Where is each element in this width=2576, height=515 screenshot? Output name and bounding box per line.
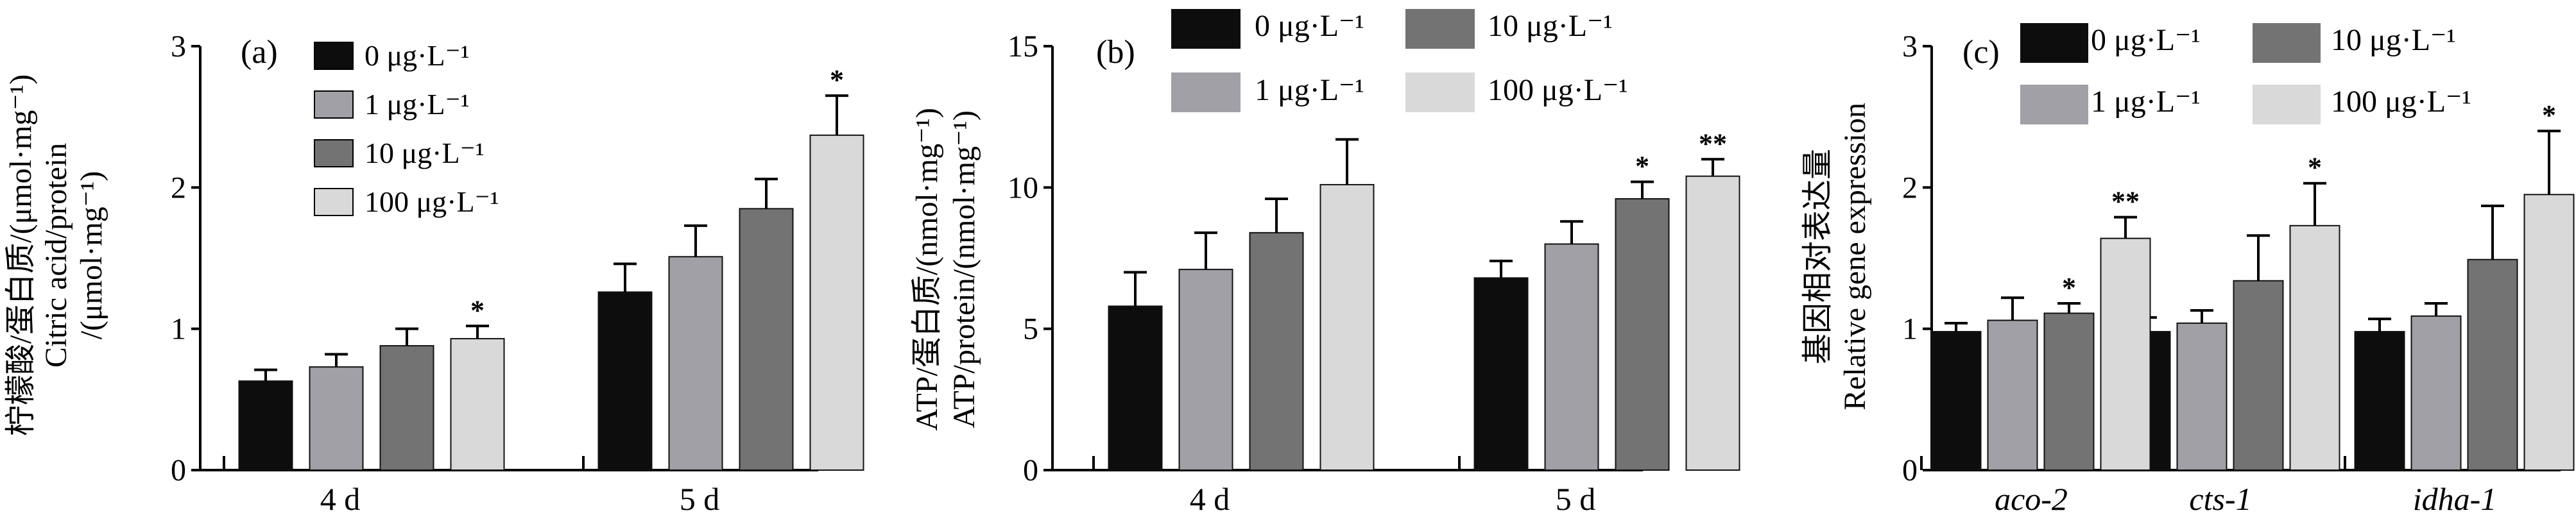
bar <box>1930 331 1982 471</box>
panel-b: 0 5 10 15 4 d 5 d (b) ATP/蛋白质/(nmol·mg⁻¹) ATP… <box>910 9 1740 515</box>
x-tick-label: aco-2 <box>1995 481 2068 515</box>
bar <box>238 380 293 471</box>
bar <box>2410 315 2462 471</box>
y-axis-label-line-1: 基因相对表达量 <box>1801 149 1835 364</box>
legend-swatch-2 <box>314 139 354 167</box>
legend-label-1: 1 μg·L⁻¹ <box>365 88 470 121</box>
legend-swatch-3 <box>314 188 354 216</box>
y-tick-label: 5 <box>1023 312 1038 346</box>
significance-label: * <box>470 294 485 326</box>
panel-label: (c) <box>1962 34 2000 71</box>
bar <box>2289 224 2340 471</box>
x-tick-label: 4 d <box>1190 481 1230 515</box>
x-tick-label: 5 d <box>680 481 720 515</box>
y-tick-label: 1 <box>171 312 186 346</box>
bar <box>1249 232 1304 471</box>
legend-label-2: 10 μg·L⁻¹ <box>2331 23 2456 57</box>
bar <box>1685 175 1740 471</box>
bar <box>1615 198 1670 471</box>
legend-label-0: 0 μg·L⁻¹ <box>365 39 470 72</box>
legend-label-3: 100 μg·L⁻¹ <box>1488 73 1628 107</box>
legend-label-1: 1 μg·L⁻¹ <box>2091 85 2201 119</box>
axes: 0 1 2 3 aco-2 cts-1 idha-1 <box>1902 30 2561 515</box>
panel-label: (b) <box>1096 34 1135 71</box>
bar <box>1987 319 2038 471</box>
y-tick-label: 15 <box>1008 30 1038 63</box>
legend: 0 μg·L⁻¹ 1 μg·L⁻¹ 10 μg·L⁻¹ 100 μg·L⁻¹ <box>2020 23 2471 124</box>
y-tick-label: 2 <box>1902 171 1918 205</box>
significance-label: * <box>2308 152 2322 183</box>
y-tick-label: 3 <box>1902 30 1918 63</box>
legend: 0 μg·L⁻¹ 1 μg·L⁻¹ 10 μg·L⁻¹ 100 μg·L⁻¹ <box>314 39 499 218</box>
panel-a: 0 1 2 3 4 d 5 d (a) 柠檬酸/蛋白质/(μmol·mg⁻¹) Citri… <box>4 30 864 515</box>
y-tick-label: 10 <box>1008 171 1038 205</box>
y-tick-label: 2 <box>171 171 186 205</box>
legend: 0 μg·L⁻¹ 1 μg·L⁻¹ 10 μg·L⁻¹ 100 μg·L⁻¹ <box>1171 9 1628 112</box>
y-tick-label: 3 <box>171 30 186 63</box>
significance-label: ** <box>1699 128 1727 159</box>
legend-swatch-2 <box>2253 23 2321 63</box>
bar <box>2354 331 2405 471</box>
legend-label-1: 1 μg·L⁻¹ <box>1255 73 1364 107</box>
legend-swatch-0 <box>1171 9 1241 49</box>
significance-label: * <box>1635 151 1649 182</box>
bar <box>1108 305 1163 471</box>
legend-label-0: 0 μg·L⁻¹ <box>2091 23 2201 57</box>
significance-label: * <box>2542 99 2556 131</box>
bar <box>1544 243 1599 471</box>
axes: 0 1 2 3 4 d 5 d <box>171 30 818 515</box>
y-tick-label: 1 <box>1902 312 1918 346</box>
legend-swatch-2 <box>1405 9 1475 49</box>
legend-swatch-1 <box>314 90 354 119</box>
y-axis-label-line-2: Relative gene expression <box>1838 103 1872 410</box>
bar <box>1473 277 1529 471</box>
legend-swatch-3 <box>1405 72 1475 112</box>
x-tick-label: idha-1 <box>2413 481 2497 515</box>
legend-swatch-0 <box>314 42 354 70</box>
bar <box>668 256 723 471</box>
bar <box>2233 280 2284 471</box>
bar <box>1319 183 1375 471</box>
x-tick-label: 4 d <box>320 481 361 515</box>
panel-c: 0 1 2 3 aco-2 cts-1 idha-1 (c) 基因相对表达量 Relativ… <box>1801 23 2575 515</box>
y-axis-label-line-1: 柠檬酸/蛋白质/(μmol·mg⁻¹) <box>4 74 38 436</box>
legend-label-3: 100 μg·L⁻¹ <box>2331 85 2471 119</box>
legend-label-0: 0 μg·L⁻¹ <box>1255 9 1364 43</box>
y-axis-label-line-2: ATP/protein/(nmol·mg⁻¹) <box>947 110 981 428</box>
bar <box>2467 258 2518 471</box>
legend-swatch-1 <box>2020 85 2088 124</box>
panel-label: (a) <box>241 34 278 71</box>
y-axis-label-line-3: /(μmol·mg⁻¹) <box>74 171 108 340</box>
significance-label: * <box>830 64 844 96</box>
y-axis-label-line-1: ATP/蛋白质/(nmol·mg⁻¹) <box>910 108 944 431</box>
bar <box>1178 269 1233 471</box>
significance-label: ** <box>2111 186 2140 217</box>
bar <box>309 366 364 471</box>
x-tick-label: cts-1 <box>2189 481 2251 515</box>
legend-label-2: 10 μg·L⁻¹ <box>1488 9 1613 43</box>
bar <box>2100 237 2151 471</box>
bar <box>2043 312 2095 471</box>
legend-swatch-1 <box>1171 72 1241 112</box>
legend-label-3: 100 μg·L⁻¹ <box>365 185 499 218</box>
bar <box>597 291 653 471</box>
x-tick-label: 5 d <box>1556 481 1596 515</box>
legend-swatch-0 <box>2020 23 2088 63</box>
bar <box>2176 322 2228 471</box>
legend-swatch-3 <box>2253 85 2321 124</box>
bar <box>379 345 434 471</box>
y-axis-label-line-2: Citric acid/protein <box>39 143 73 368</box>
y-tick-label: 0 <box>1023 453 1038 487</box>
bar <box>2523 194 2575 471</box>
y-tick-label: 0 <box>1902 453 1918 487</box>
bar <box>450 338 505 471</box>
bar <box>739 208 794 471</box>
bar <box>809 134 864 471</box>
legend-label-2: 10 μg·L⁻¹ <box>365 137 485 169</box>
significance-label: * <box>2062 272 2076 303</box>
y-tick-label: 0 <box>171 453 186 487</box>
